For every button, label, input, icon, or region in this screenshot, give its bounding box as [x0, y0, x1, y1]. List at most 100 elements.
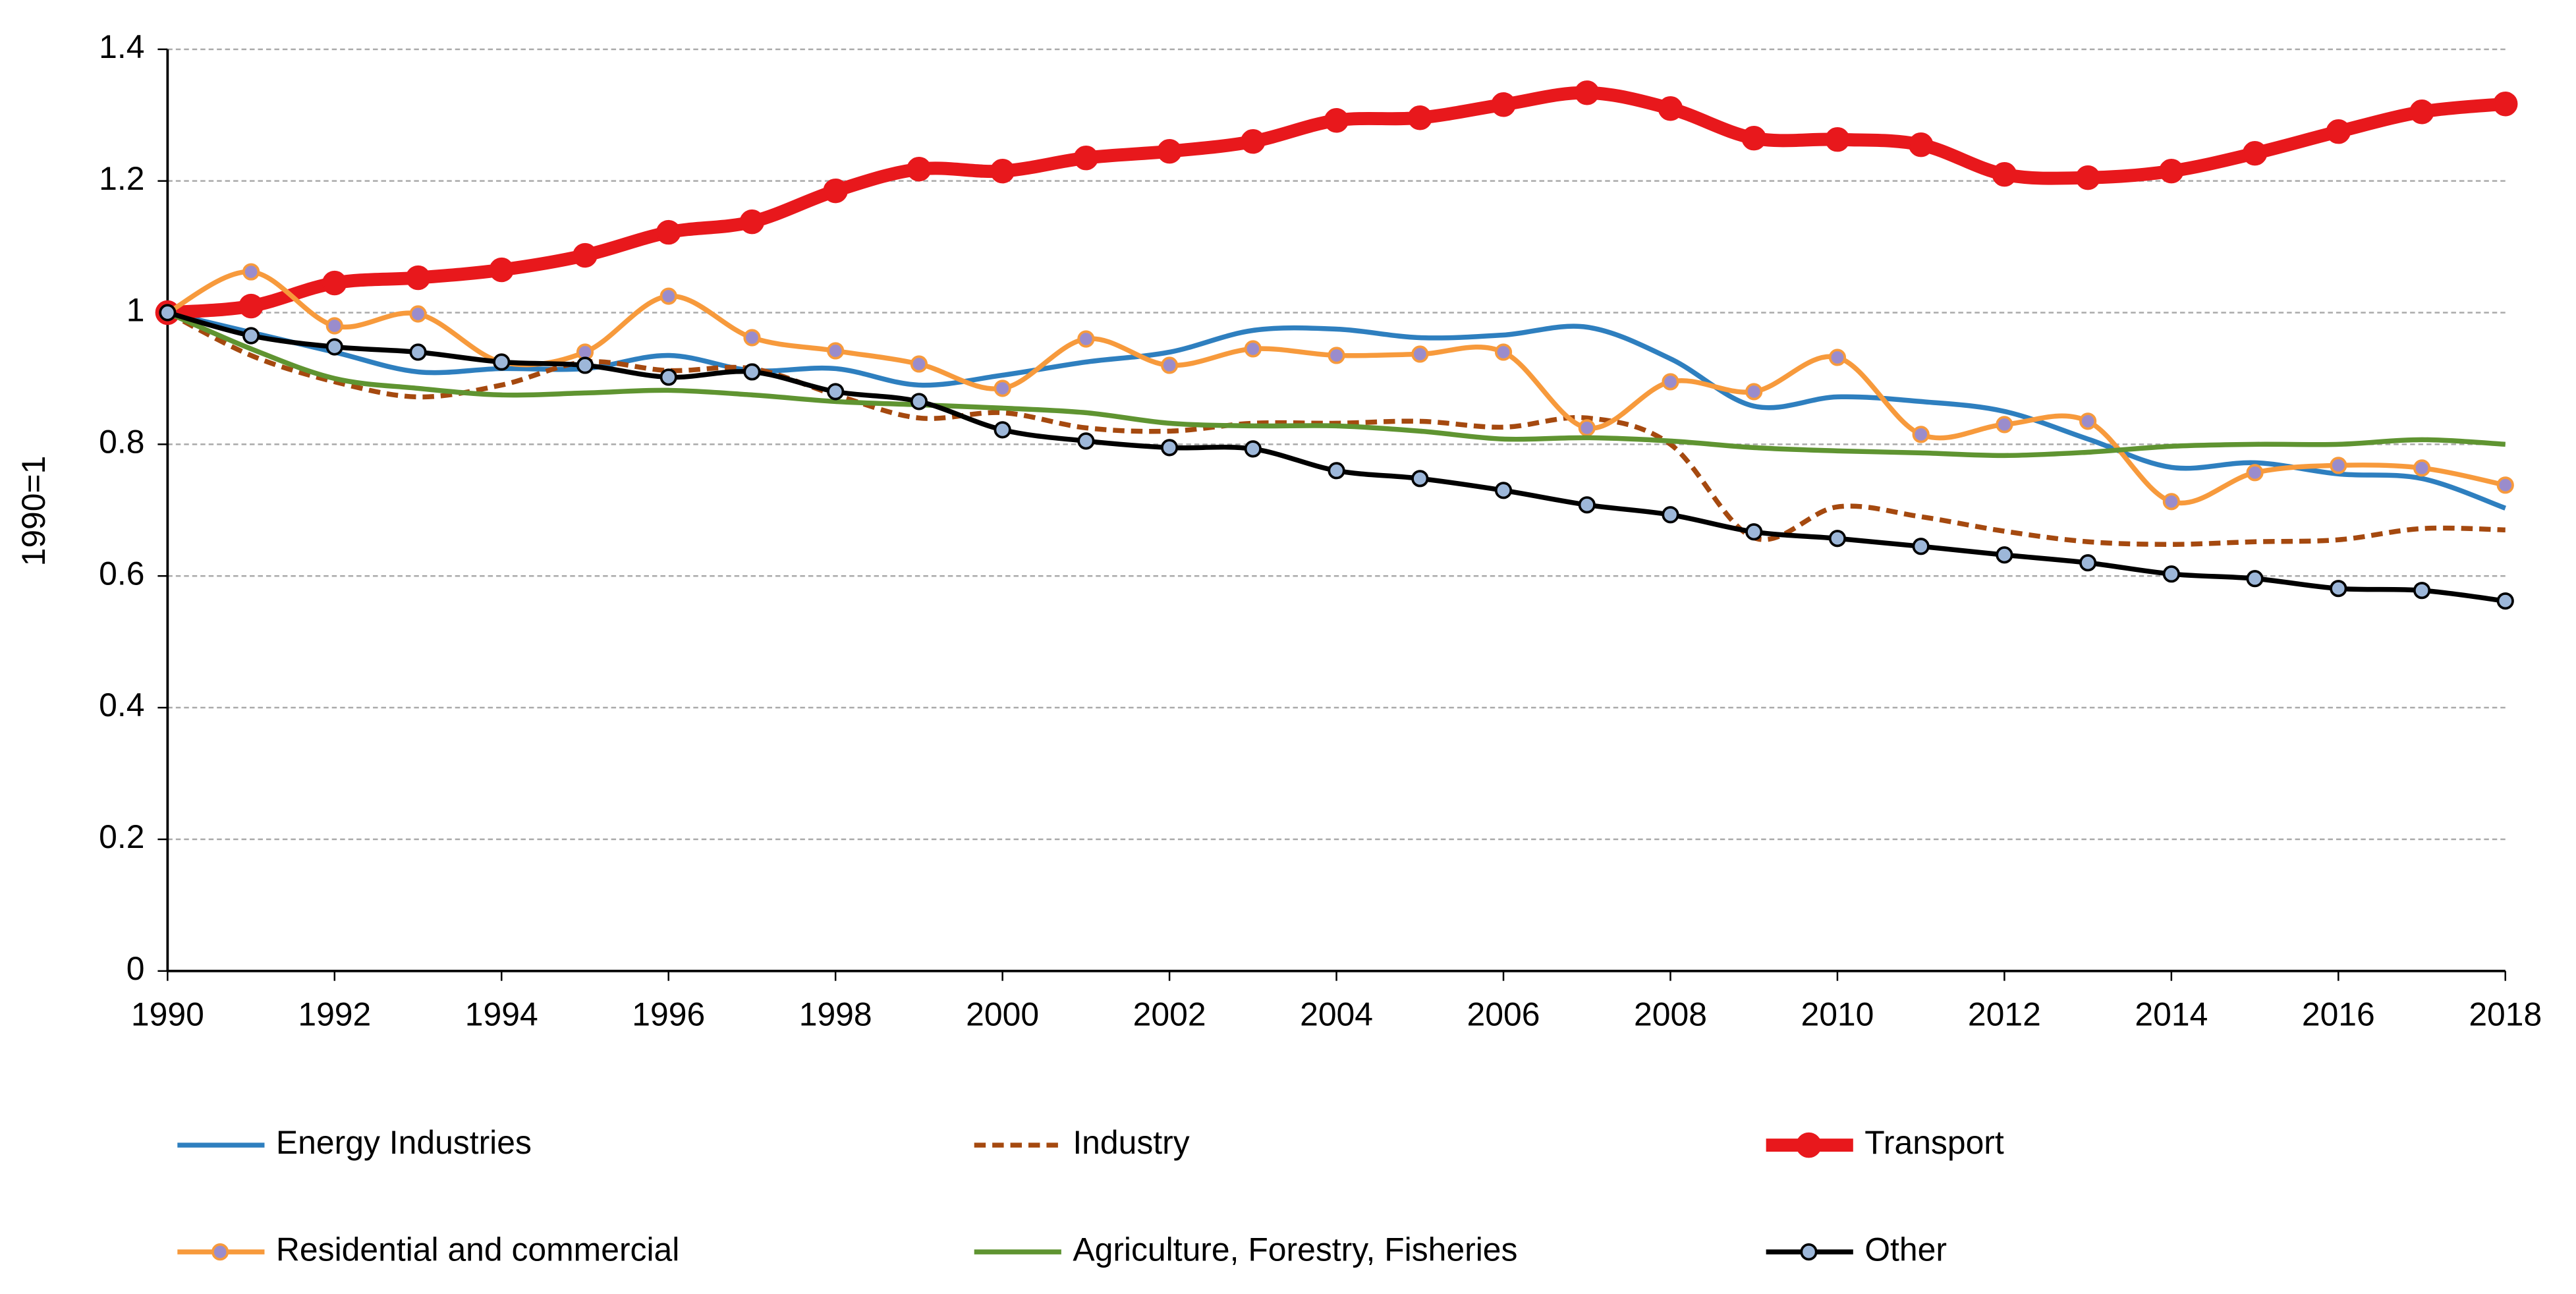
series-marker [1328, 462, 1345, 480]
series-marker [907, 156, 932, 182]
series-marker [573, 242, 598, 268]
series-marker [1578, 496, 1596, 514]
series-marker [2330, 457, 2347, 474]
x-tick-label: 1990 [131, 996, 204, 1033]
series-marker [2496, 592, 2514, 610]
series-marker [2079, 412, 2097, 430]
series-marker [493, 353, 511, 371]
series-marker [409, 343, 427, 361]
series-marker [827, 383, 845, 401]
x-tick-label: 2008 [1634, 996, 1707, 1033]
legend-label: Residential and commercial [276, 1231, 679, 1268]
series-marker [823, 178, 848, 204]
series-marker [1828, 349, 1847, 366]
series-marker [2330, 580, 2347, 598]
series-marker [1407, 105, 1432, 130]
series-marker [2409, 99, 2434, 125]
series-marker [1324, 108, 1349, 133]
series-marker [2079, 554, 2097, 572]
legend-label: Industry [1073, 1124, 1189, 1161]
x-tick-label: 2004 [1300, 996, 1373, 1033]
series-marker [2246, 464, 2264, 482]
series-marker [1741, 126, 1766, 151]
series-marker [1494, 343, 1513, 361]
series-marker [1073, 145, 1099, 171]
series-marker [1662, 506, 1679, 524]
series-marker [2162, 493, 2180, 511]
series-marker [576, 356, 594, 374]
legend-label: Agriculture, Forestry, Fisheries [1073, 1231, 1517, 1268]
x-tick-label: 2012 [1968, 996, 2041, 1033]
series-marker [159, 304, 177, 322]
legend-label: Energy Industries [276, 1124, 532, 1161]
x-tick-label: 2018 [2469, 996, 2542, 1033]
series-marker [1411, 470, 1429, 488]
series-marker [910, 393, 928, 410]
series-marker [1912, 426, 1930, 443]
series-marker [1575, 80, 1600, 105]
series-marker [994, 380, 1011, 397]
series-marker [994, 421, 1011, 439]
series-marker [739, 209, 765, 235]
y-tick-label: 1.4 [99, 28, 144, 65]
series-marker [322, 270, 347, 296]
series-marker [325, 338, 343, 356]
series-marker [1996, 546, 2013, 564]
y-tick-label: 0.8 [99, 424, 144, 461]
series-marker [1077, 330, 1095, 348]
series-marker [659, 368, 677, 386]
x-tick-label: 2002 [1133, 996, 1206, 1033]
series-marker [2413, 582, 2431, 600]
series-marker [1241, 129, 1266, 154]
series-marker [409, 305, 427, 323]
legend-marker [1800, 1243, 1818, 1261]
series-marker [1328, 347, 1345, 364]
series-marker [1745, 383, 1763, 401]
series-line [166, 310, 2506, 459]
series-marker [1996, 416, 2013, 434]
y-tick-label: 0.6 [99, 555, 144, 592]
y-tick-label: 1 [126, 292, 145, 329]
series-marker [827, 342, 845, 360]
series-marker [242, 327, 260, 345]
x-tick-label: 2014 [2135, 996, 2208, 1033]
series-marker [2496, 476, 2514, 494]
series-marker [1658, 96, 1683, 121]
x-tick-label: 2016 [2302, 996, 2375, 1033]
series-marker [1244, 340, 1262, 358]
x-tick-label: 1998 [799, 996, 872, 1033]
series-marker [325, 317, 343, 335]
series-marker [1912, 538, 1930, 555]
x-tick-label: 1994 [465, 996, 538, 1033]
series-marker [1161, 356, 1179, 374]
series-marker [1077, 432, 1095, 450]
y-tick-label: 0.2 [99, 818, 144, 855]
y-tick-label: 0.4 [99, 687, 144, 723]
series-marker [2246, 570, 2264, 588]
series-marker [910, 355, 928, 373]
legend-label: Transport [1864, 1124, 2004, 1161]
series-marker [1662, 373, 1679, 391]
series-marker [2162, 565, 2180, 583]
series-marker [990, 158, 1015, 184]
series-marker [2413, 459, 2431, 477]
y-axis-label: 1990=1 [15, 456, 52, 567]
series-marker [1745, 523, 1763, 541]
series-marker [743, 363, 761, 381]
series-marker [1825, 127, 1850, 152]
series-marker [1908, 132, 1934, 157]
y-tick-label: 0 [126, 950, 145, 987]
series-marker [405, 265, 431, 291]
series-marker [489, 257, 514, 283]
series-marker [1161, 439, 1179, 457]
series-marker [2159, 158, 2184, 184]
series-marker [1491, 92, 1516, 117]
series-marker [1411, 345, 1429, 363]
y-tick-label: 1.2 [99, 160, 144, 197]
series-marker [659, 287, 677, 305]
series-marker [1828, 530, 1847, 548]
x-tick-label: 2006 [1467, 996, 1540, 1033]
series-marker [242, 263, 260, 281]
x-tick-label: 2000 [966, 996, 1039, 1033]
